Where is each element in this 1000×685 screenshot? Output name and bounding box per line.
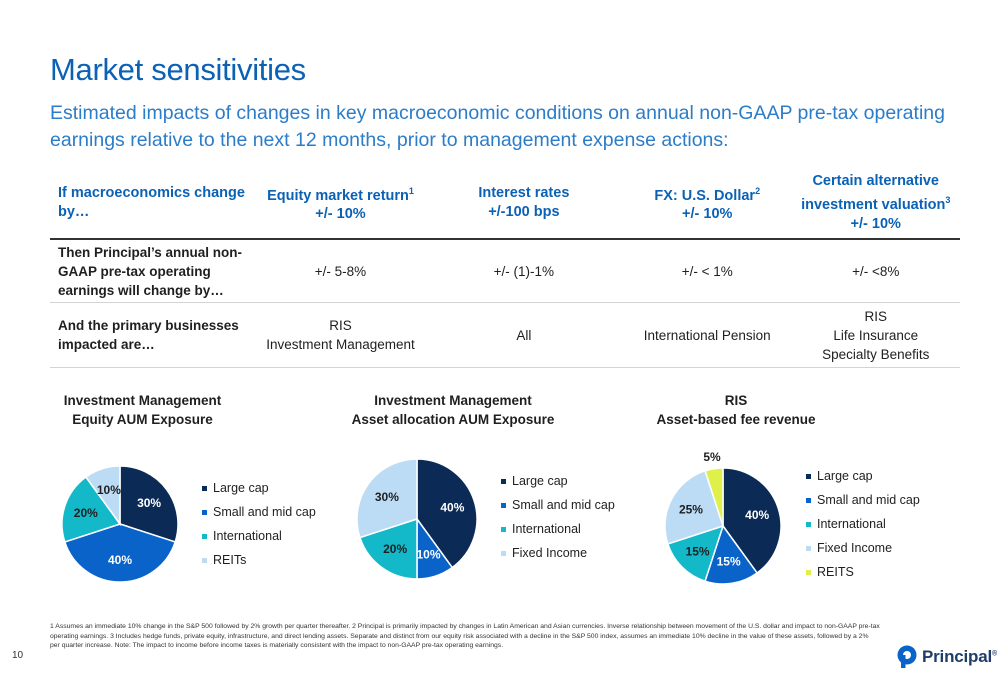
page-subtitle: Estimated impacts of changes in key macr… <box>50 102 945 151</box>
legend-label: Large cap <box>512 474 568 488</box>
legend-item: International <box>202 524 316 548</box>
pie3-title: RIS Asset-based fee revenue <box>656 393 816 427</box>
legend-label: International <box>817 517 886 531</box>
legend-item: Small and mid cap <box>806 488 920 512</box>
legend-label: REITs <box>213 553 247 567</box>
legend-swatch <box>806 569 811 575</box>
legend-item: REITs <box>202 548 316 572</box>
legend-label: International <box>213 529 282 543</box>
legend-swatch <box>202 485 207 491</box>
header-alternative-investment: Certain alternative investment valuation… <box>801 173 951 232</box>
pie-data-label: 30% <box>375 490 399 504</box>
pie-data-label: 30% <box>137 496 161 510</box>
legend-swatch <box>501 502 506 508</box>
pie-data-label: 40% <box>745 508 769 522</box>
pie-slice-international <box>358 517 418 580</box>
page-title: Market sensitivities <box>50 52 306 87</box>
pie1-legend: Large cap Small and mid cap International R… <box>202 476 316 572</box>
pie-data-label: 10% <box>416 547 440 561</box>
cell-equity-impact: +/- 5-8% <box>314 263 367 279</box>
legend-item: Large cap <box>501 469 615 493</box>
pie-data-label: 40% <box>440 501 464 515</box>
pie-slice-international <box>61 476 122 543</box>
pie-slice-small-and-mid-cap <box>704 524 759 585</box>
pie-slice-large-cap <box>119 465 179 543</box>
pie-data-label: 40% <box>108 553 132 567</box>
cell-equity-businesses: RIS Investment Management <box>266 318 415 352</box>
legend-item: International <box>806 512 920 536</box>
pie-data-label: 25% <box>679 503 703 517</box>
pie3-legend: Large cap Small and mid cap International F… <box>806 464 920 584</box>
legend-label: REITS <box>817 565 854 579</box>
header-equity-market: Equity market return1 +/- 10% <box>267 185 414 223</box>
legend-swatch <box>806 473 811 479</box>
legend-item: Large cap <box>202 476 316 500</box>
legend-label: International <box>512 522 581 536</box>
legend-item: Fixed Income <box>501 541 615 565</box>
table-row: Then Principal’s annual non-GAAP pre-tax… <box>50 240 960 303</box>
pie-slice-small-and-mid-cap <box>63 523 177 583</box>
table-row: And the primary businesses impacted are…… <box>50 303 960 368</box>
sensitivity-table: If macroeconomics change by… Equity mark… <box>50 168 960 368</box>
legend-label: Small and mid cap <box>512 498 615 512</box>
legend-swatch <box>806 521 811 527</box>
header-fx-dollar: FX: U.S. Dollar2 +/- 10% <box>654 185 761 223</box>
pie-slice-fixed-income <box>356 458 418 539</box>
legend-label: Fixed Income <box>512 546 588 560</box>
legend-swatch <box>501 550 506 556</box>
legend-swatch <box>806 545 811 551</box>
footnote: 1 Assumes an immediate 10% change in the… <box>50 623 880 650</box>
pie-data-label: 15% <box>686 544 710 558</box>
pie-data-label: 15% <box>717 555 741 569</box>
legend-label: Large cap <box>213 481 269 495</box>
legend-label: Fixed Income <box>817 541 893 555</box>
legend-label: Small and mid cap <box>817 493 920 507</box>
legend-item: Large cap <box>806 464 920 488</box>
pie-slice-large-cap <box>722 467 782 574</box>
legend-item: Fixed Income <box>806 536 920 560</box>
pie-chart-equity-aum: 30% 40% 20% 10% <box>61 465 179 583</box>
principal-logo-icon <box>897 645 917 668</box>
pie2-title: Investment Management Asset allocation AU… <box>351 393 555 427</box>
cell-interest-businesses: All <box>516 327 532 343</box>
pie-slice-fixed-income <box>664 469 724 545</box>
logo-text: Principal® <box>922 647 997 666</box>
legend-item: Small and mid cap <box>501 493 615 517</box>
cell-fx-businesses: International Pension <box>643 327 771 343</box>
legend-swatch <box>202 557 207 563</box>
pie-data-label: 5% <box>703 450 721 464</box>
legend-item: International <box>501 517 615 541</box>
cell-interest-impact: +/- (1)-1% <box>493 263 555 279</box>
header-interest-rates: Interest rates +/-100 bps <box>478 185 570 220</box>
row-earnings-label: Then Principal’s annual non-GAAP pre-tax… <box>58 244 243 298</box>
legend-swatch <box>202 509 207 515</box>
pie2-legend: Large cap Small and mid cap International F… <box>501 469 615 565</box>
legend-label: Large cap <box>817 469 873 483</box>
row-businesses-label: And the primary businesses impacted are… <box>58 318 239 352</box>
legend-item: Small and mid cap <box>202 500 316 524</box>
legend-swatch <box>501 526 506 532</box>
principal-logo: Principal® <box>896 645 997 669</box>
page-number: 10 <box>12 650 24 661</box>
legend-item: REITS <box>806 560 920 584</box>
table-header-row: If macroeconomics change by… Equity mark… <box>50 168 960 240</box>
pie-slice-large-cap <box>416 458 478 569</box>
cell-fx-impact: +/- < 1% <box>681 263 733 279</box>
legend-swatch <box>501 478 506 484</box>
cell-alternative-businesses: RIS Life Insurance Specialty Benefits <box>822 308 930 362</box>
legend-swatch <box>806 497 811 503</box>
legend-label: Small and mid cap <box>213 505 316 519</box>
pie-slice-reits <box>84 465 121 527</box>
pie-data-label: 20% <box>74 506 98 520</box>
header-macro-label: If macroeconomics change by… <box>58 185 245 220</box>
pie-chart-ris-fee: 40% 15% 15% 25% 5% <box>664 450 782 585</box>
legend-swatch <box>202 533 207 539</box>
pie-data-label: 20% <box>383 542 407 556</box>
pie-slice-reits <box>704 467 724 527</box>
pie1-title: Investment Management Equity AUM Exposure <box>63 393 222 427</box>
cell-alternative-impact: +/- <8% <box>852 263 900 279</box>
pie-data-label: 10% <box>97 483 121 497</box>
pie-chart-asset-allocation: 40% 10% 20% 30% <box>356 458 478 580</box>
